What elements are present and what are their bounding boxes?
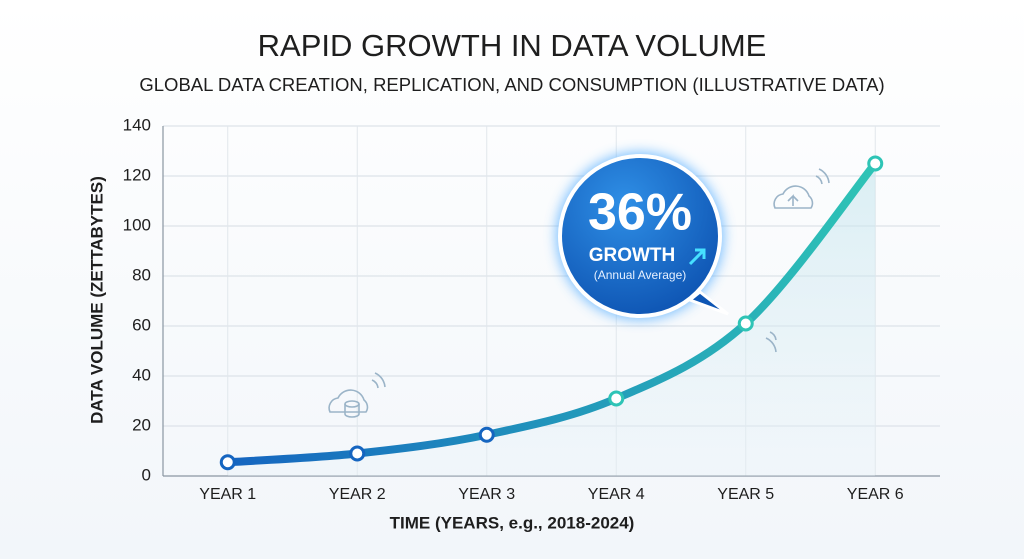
point — [608, 390, 625, 407]
x-tick-label: YEAR 5 — [717, 486, 774, 503]
point — [867, 155, 884, 172]
callout-headline: 36% — [588, 184, 692, 242]
chart-subtitle: GLOBAL DATA CREATION, REPLICATION, AND C… — [139, 74, 884, 95]
y-tick-label: 60 — [132, 315, 151, 334]
area — [227, 163, 876, 476]
x-tick-label: YEAR 4 — [588, 486, 645, 503]
decor-icons — [328, 168, 830, 418]
y-tick-label: 0 — [142, 465, 151, 484]
callout-label: GROWTH — [589, 245, 676, 266]
y-axis-label: DATA VOLUME (ZETTABYTES) — [87, 176, 106, 424]
point — [737, 315, 754, 332]
y-tick-label: 100 — [123, 215, 151, 234]
y-tick-label: 40 — [132, 365, 151, 384]
point — [219, 454, 236, 471]
y-tick-label: 120 — [123, 165, 151, 184]
x-axis-label: TIME (YEARS, e.g., 2018-2024) — [390, 513, 635, 532]
point — [478, 426, 495, 443]
y-tick-label: 80 — [132, 265, 151, 284]
chart-title: RAPID GROWTH IN DATA VOLUME — [258, 28, 767, 63]
plot-area: 0 20 40 60 80 100 120 140 YEAR 1 YEAR 2 YEAR 3 YEAR… — [123, 115, 940, 503]
x-tick-label: YEAR 6 — [847, 486, 904, 503]
callout: 36% GROWTH (Annual Average) — [556, 152, 729, 320]
point — [349, 445, 366, 462]
x-tick-label: YEAR 3 — [458, 486, 515, 503]
y-tick-label: 20 — [132, 415, 151, 434]
x-tick-label: YEAR 2 — [329, 486, 386, 503]
y-tick-label: 140 — [123, 115, 151, 134]
x-tick-label: YEAR 1 — [199, 486, 256, 503]
callout-note: (Annual Average) — [594, 268, 687, 282]
